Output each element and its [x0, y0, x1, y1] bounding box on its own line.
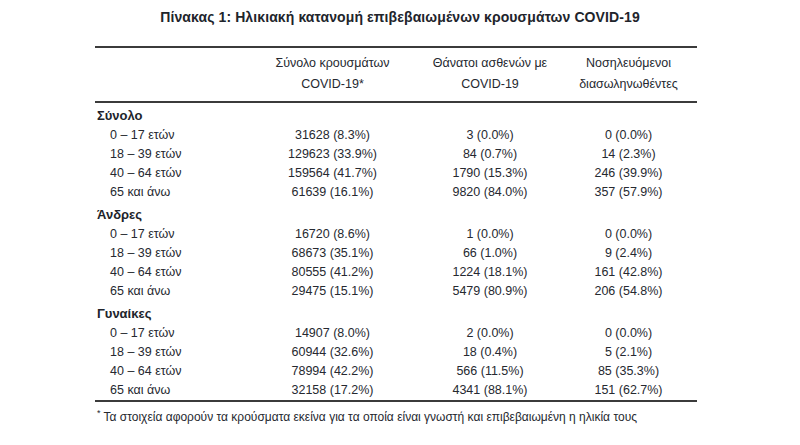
- column-header-line: Σύνολο κρουσμάτων: [275, 56, 389, 70]
- age-group-label: 40 – 64 ετών: [95, 362, 245, 381]
- table-cell-value: 29475 (15.1%): [245, 282, 420, 301]
- table-row: 40 – 64 ετών159564 (41.7%)1790 (15.3%)24…: [95, 164, 697, 183]
- table-cell-value: 14 (2.3%): [560, 145, 697, 164]
- table-header: Σύνολο κρουσμάτων COVID-19* Θάνατοι ασθε…: [95, 47, 697, 102]
- table-cell-value: 129623 (33.9%): [245, 145, 420, 164]
- section-header-row: Άνδρες: [95, 202, 697, 225]
- table-cell-value: 32158 (17.2%): [245, 381, 420, 401]
- table-title: Πίνακας 1: Ηλικιακή κατανομή επιβεβαιωμέ…: [0, 9, 800, 25]
- age-group-label: 0 – 17 ετών: [95, 126, 245, 145]
- column-header-line: διασωληνωθέντες: [579, 77, 678, 91]
- table-cell-value: 3 (0.0%): [420, 126, 560, 145]
- table-row: 18 – 39 ετών60944 (32.6%)18 (0.4%)5 (2.1…: [95, 343, 697, 362]
- column-header-line: COVID-19: [461, 77, 519, 91]
- header-row: Σύνολο κρουσμάτων COVID-19* Θάνατοι ασθε…: [95, 47, 697, 102]
- empty-header-cell: [95, 47, 245, 102]
- age-group-label: 40 – 64 ετών: [95, 164, 245, 183]
- table-cell-value: 78994 (42.2%): [245, 362, 420, 381]
- age-group-label: 18 – 39 ετών: [95, 244, 245, 263]
- age-group-label: 18 – 39 ετών: [95, 343, 245, 362]
- table-cell-value: 5 (2.1%): [560, 343, 697, 362]
- column-header-line: Θάνατοι ασθενών με: [433, 56, 547, 70]
- table-cell-value: 9820 (84.0%): [420, 183, 560, 202]
- table-row: 40 – 64 ετών80555 (41.2%)1224 (18.1%)161…: [95, 263, 697, 282]
- table-cell-value: 0 (0.0%): [560, 126, 697, 145]
- column-header-line: COVID-19*: [301, 77, 364, 91]
- age-group-label: 0 – 17 ετών: [95, 225, 245, 244]
- column-header-line: Νοσηλευόμενοι: [586, 56, 671, 70]
- table-row: 65 και άνω32158 (17.2%)4341 (88.1%)151 (…: [95, 381, 697, 401]
- table-row: 18 – 39 ετών129623 (33.9%)84 (0.7%)14 (2…: [95, 145, 697, 164]
- table-cell-value: 16720 (8.6%): [245, 225, 420, 244]
- table-cell-value: 61639 (16.1%): [245, 183, 420, 202]
- table-cell-value: 84 (0.7%): [420, 145, 560, 164]
- table-cell-value: 151 (62.7%): [560, 381, 697, 401]
- table-cell-value: 357 (57.9%): [560, 183, 697, 202]
- covid-age-table-container: Σύνολο κρουσμάτων COVID-19* Θάνατοι ασθε…: [95, 46, 697, 402]
- table-cell-value: 161 (42.8%): [560, 263, 697, 282]
- covid-age-table: Σύνολο κρουσμάτων COVID-19* Θάνατοι ασθε…: [95, 46, 697, 402]
- table-cell-value: 66 (1.0%): [420, 244, 560, 263]
- table-cell-value: 31628 (8.3%): [245, 126, 420, 145]
- table-row: 18 – 39 ετών68673 (35.1%)66 (1.0%)9 (2.4…: [95, 244, 697, 263]
- age-group-label: 18 – 39 ετών: [95, 145, 245, 164]
- table-cell-value: 60944 (32.6%): [245, 343, 420, 362]
- table-row: 0 – 17 ετών31628 (8.3%)3 (0.0%)0 (0.0%): [95, 126, 697, 145]
- footnote-text: Τα στοιχεία αφορούν τα κρούσματα εκείνα …: [104, 410, 637, 424]
- table-cell-value: 4341 (88.1%): [420, 381, 560, 401]
- section-header-row: Γυναίκες: [95, 301, 697, 324]
- footnote-asterisk: *: [97, 408, 101, 418]
- table-cell-value: 246 (39.9%): [560, 164, 697, 183]
- table-footnote: *Τα στοιχεία αφορούν τα κρούσματα εκείνα…: [97, 406, 699, 425]
- section-header-label: Γυναίκες: [95, 301, 697, 324]
- table-row: 0 – 17 ετών16720 (8.6%)1 (0.0%)0 (0.0%): [95, 225, 697, 244]
- table-cell-value: 18 (0.4%): [420, 343, 560, 362]
- section-header-label: Σύνολο: [95, 102, 697, 126]
- table-cell-value: 5479 (80.9%): [420, 282, 560, 301]
- report-page: Πίνακας 1: Ηλικιακή κατανομή επιβεβαιωμέ…: [0, 9, 800, 425]
- table-cell-value: 2 (0.0%): [420, 324, 560, 343]
- table-body: Σύνολο0 – 17 ετών31628 (8.3%)3 (0.0%)0 (…: [95, 102, 697, 401]
- table-cell-value: 1 (0.0%): [420, 225, 560, 244]
- table-cell-value: 206 (54.8%): [560, 282, 697, 301]
- table-cell-value: 0 (0.0%): [560, 225, 697, 244]
- column-header-intubated: Νοσηλευόμενοι διασωληνωθέντες: [560, 47, 697, 102]
- table-cell-value: 85 (35.3%): [560, 362, 697, 381]
- table-cell-value: 0 (0.0%): [560, 324, 697, 343]
- age-group-label: 65 και άνω: [95, 282, 245, 301]
- age-group-label: 65 και άνω: [95, 381, 245, 401]
- table-row: 0 – 17 ετών14907 (8.0%)2 (0.0%)0 (0.0%): [95, 324, 697, 343]
- table-cell-value: 566 (11.5%): [420, 362, 560, 381]
- section-header-label: Άνδρες: [95, 202, 697, 225]
- section-header-row: Σύνολο: [95, 102, 697, 126]
- table-row: 40 – 64 ετών78994 (42.2%)566 (11.5%)85 (…: [95, 362, 697, 381]
- table-row: 65 και άνω61639 (16.1%)9820 (84.0%)357 (…: [95, 183, 697, 202]
- table-row: 65 και άνω29475 (15.1%)5479 (80.9%)206 (…: [95, 282, 697, 301]
- table-cell-value: 14907 (8.0%): [245, 324, 420, 343]
- table-cell-value: 159564 (41.7%): [245, 164, 420, 183]
- table-cell-value: 68673 (35.1%): [245, 244, 420, 263]
- table-cell-value: 1790 (15.3%): [420, 164, 560, 183]
- table-cell-value: 1224 (18.1%): [420, 263, 560, 282]
- table-cell-value: 80555 (41.2%): [245, 263, 420, 282]
- age-group-label: 40 – 64 ετών: [95, 263, 245, 282]
- column-header-deaths: Θάνατοι ασθενών με COVID-19: [420, 47, 560, 102]
- age-group-label: 0 – 17 ετών: [95, 324, 245, 343]
- age-group-label: 65 και άνω: [95, 183, 245, 202]
- column-header-total-cases: Σύνολο κρουσμάτων COVID-19*: [245, 47, 420, 102]
- table-cell-value: 9 (2.4%): [560, 244, 697, 263]
